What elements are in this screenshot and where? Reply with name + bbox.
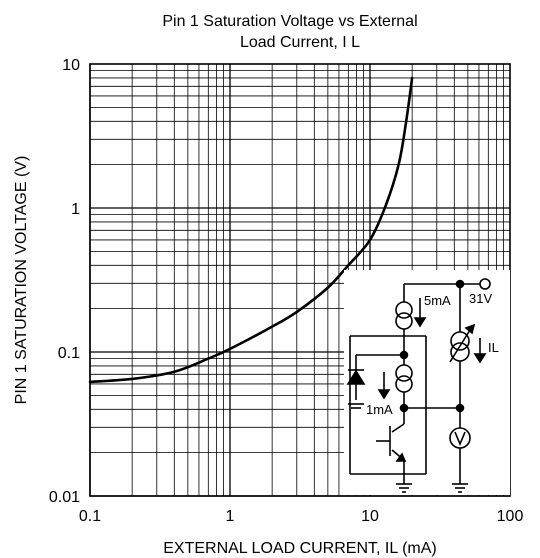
test-circuit-inset [344,270,510,495]
x-tick-label: 10 [361,508,379,525]
chart-title-line1: Pin 1 Saturation Voltage vs External [162,13,417,30]
y-tick-label: 0.01 [49,489,80,506]
y-tick-label: 10 [62,57,80,74]
y-tick-label: 1 [71,201,80,218]
inset-label-1ma: 1mA [366,402,393,417]
chart-title-line2: Load Current, I L [240,34,360,51]
supply-terminal-icon [479,278,491,290]
x-axis-label: EXTERNAL LOAD CURRENT, IL (mA) [163,540,437,557]
y-axis-label: PIN 1 SATURATION VOLTAGE (V) [13,156,30,405]
x-tick-label: 1 [226,508,235,525]
x-tick-label: 0.1 [79,508,101,525]
inset-label-5ma: 5mA [424,293,451,308]
x-tick-label: 100 [497,508,524,525]
current-source-1ma-icon [395,364,413,382]
zener-diode-icon [346,369,366,385]
x-tick-labels: 0.1 1 10 100 [79,508,524,525]
inset-background [344,270,510,495]
y-tick-label: 0.1 [58,345,80,362]
ammeter-icon [450,331,470,351]
inset-label-31v: 31V [469,291,492,306]
current-source-5ma-icon [395,301,413,319]
inset-label-il: IL [488,340,499,355]
saturation-voltage-curve [88,76,414,384]
y-tick-labels: 0.01 0.1 1 10 [49,57,80,506]
